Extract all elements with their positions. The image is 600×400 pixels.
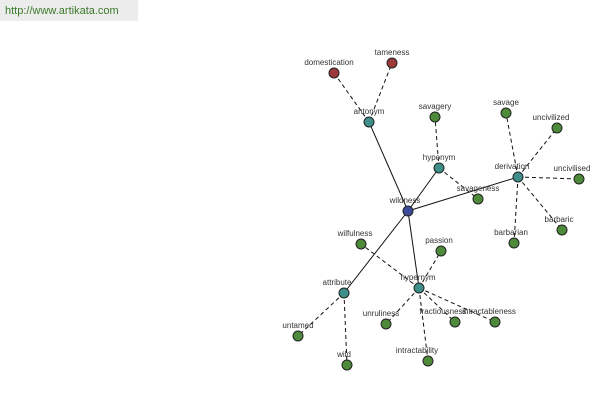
node-label: domestication [304, 58, 353, 67]
edge [368, 62, 393, 123]
node-label: tameness [375, 48, 410, 57]
node[interactable] [508, 237, 520, 249]
node-label: untamed [282, 321, 313, 330]
node-label: intractability [396, 346, 438, 355]
edge [407, 176, 519, 212]
header-bar [0, 0, 138, 21]
node-label: wilfulness [337, 229, 373, 238]
node[interactable] [338, 287, 350, 299]
node-label: hyponym [423, 153, 456, 162]
edge [418, 250, 442, 289]
node-label: uncivilized [533, 113, 570, 122]
node[interactable] [355, 238, 367, 250]
node-label: hypernym [400, 273, 435, 282]
node[interactable] [556, 224, 568, 236]
node[interactable] [386, 57, 398, 69]
edge [434, 116, 440, 169]
node[interactable] [449, 316, 461, 328]
edge [517, 127, 558, 178]
edge [418, 287, 456, 323]
edge [368, 121, 409, 212]
node-label: derivation [495, 162, 530, 171]
node[interactable] [472, 193, 484, 205]
node[interactable] [551, 122, 563, 134]
edge [385, 287, 420, 325]
node-label: uncivilised [554, 164, 591, 173]
nodes: wildness antonym domestication tameness hypo… [282, 48, 591, 371]
node[interactable] [328, 67, 340, 79]
node[interactable] [489, 316, 501, 328]
edge [343, 292, 348, 366]
node-label: passion [425, 236, 453, 245]
header-url[interactable]: http://www.artikata.com [5, 5, 119, 17]
node-label: savage [493, 98, 519, 107]
edge [517, 176, 563, 231]
node-label: savageness [457, 184, 500, 193]
node-label: barbarian [494, 228, 528, 237]
edge [438, 167, 479, 200]
node[interactable] [435, 245, 447, 257]
edge [418, 287, 429, 362]
node-label: savagery [419, 102, 451, 111]
node-label: wildness [389, 196, 421, 205]
node[interactable] [402, 205, 414, 217]
node[interactable] [380, 318, 392, 330]
node-label: attribute [323, 278, 352, 287]
node-label: intractableness [462, 307, 516, 316]
node[interactable] [512, 171, 524, 183]
node[interactable] [413, 282, 425, 294]
edge [297, 292, 345, 337]
node[interactable] [429, 111, 441, 123]
node[interactable] [573, 173, 585, 185]
node[interactable] [433, 162, 445, 174]
edge [407, 210, 420, 289]
node[interactable] [341, 359, 353, 371]
edges [297, 62, 580, 366]
node-label: unruliness [363, 309, 399, 318]
edge [407, 167, 440, 212]
node[interactable] [422, 355, 434, 367]
node[interactable] [500, 107, 512, 119]
edge [333, 72, 370, 123]
node-label: fractiousness [419, 307, 466, 316]
node[interactable] [363, 116, 375, 128]
edge [343, 210, 409, 294]
node[interactable] [292, 330, 304, 342]
node-label: antonym [354, 107, 385, 116]
node-label: wild [336, 350, 351, 359]
edge [360, 243, 420, 289]
edge [505, 112, 519, 178]
node-label: barbaric [545, 215, 574, 224]
edge [517, 176, 580, 180]
